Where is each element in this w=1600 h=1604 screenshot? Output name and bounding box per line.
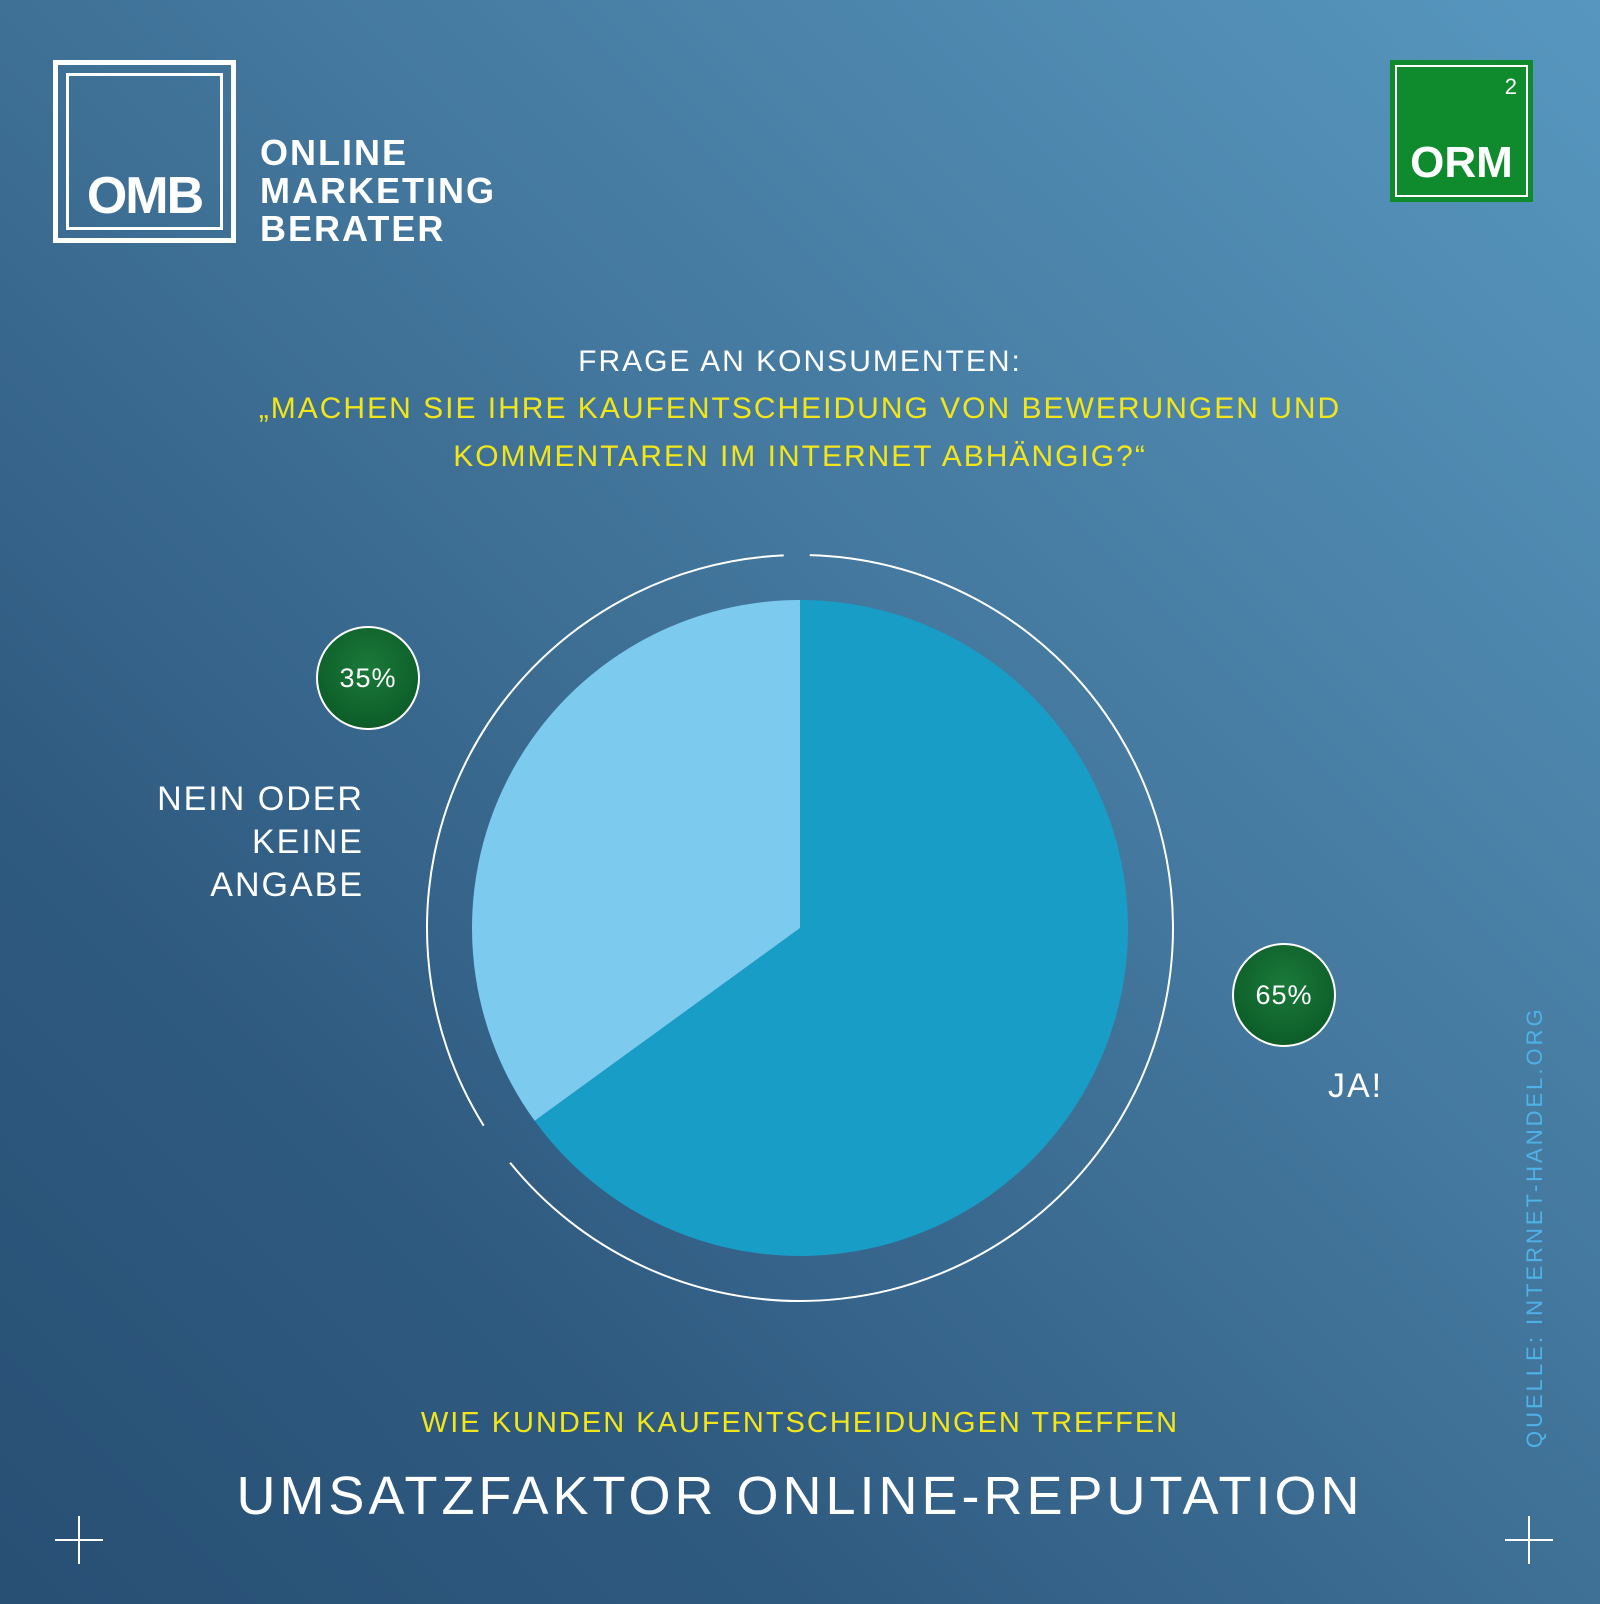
yes-slice-label: JA! bbox=[1328, 1067, 1384, 1105]
no-label-line-1: NEIN ODER bbox=[157, 780, 364, 818]
omb-name-line-3: BERATER bbox=[260, 208, 446, 249]
no-percent-badge: 35% bbox=[316, 626, 420, 730]
pie-outer-ring bbox=[426, 554, 1174, 1302]
chart-subtitle: WIE KUNDEN KAUFENTSCHEIDUNGEN TREFFEN bbox=[420, 1407, 1180, 1439]
omb-logo-text: OMB bbox=[86, 167, 204, 225]
source-note: QUELLE: INTERNET-HANDEL.ORG bbox=[1522, 1006, 1547, 1448]
omb-name-line-2: MARKETING bbox=[260, 170, 496, 211]
no-label-line-2: KEINE bbox=[251, 823, 364, 861]
orm-logo-frame bbox=[1395, 65, 1528, 197]
pie-slice-no bbox=[472, 600, 800, 1121]
question-label: FRAGE AN KONSUMENTEN: bbox=[578, 345, 1022, 378]
corner-plus-icon-right bbox=[1505, 1516, 1553, 1564]
pie-ring-arc-1 bbox=[509, 554, 1174, 1302]
question-line-2: KOMMENTAREN IM INTERNET ABHÄNGIG?“ bbox=[453, 440, 1147, 473]
orm-logo-text: ORM bbox=[1410, 138, 1513, 187]
omb-company-name: ONLINE MARKETING BERATER bbox=[260, 134, 496, 248]
orm-logo: 2 ORM bbox=[1390, 60, 1533, 202]
pie-ring-arc-2 bbox=[426, 554, 784, 1127]
yes-percent-badge: 65% bbox=[1232, 943, 1336, 1047]
question-line-1: „MACHEN SIE IHRE KAUFENTSCHEIDUNG VON BE… bbox=[258, 392, 1342, 425]
orm-logo-superscript: 2 bbox=[1504, 74, 1517, 99]
no-slice-label: NEIN ODER KEINE ANGABE bbox=[157, 778, 364, 907]
pie-slices bbox=[472, 600, 1128, 1256]
omb-logo: OMB bbox=[53, 60, 236, 243]
pie-slice-yes bbox=[534, 600, 1128, 1256]
chart-title: UMSATZFAKTOR ONLINE-REPUTATION bbox=[236, 1466, 1364, 1526]
no-label-line-3: ANGABE bbox=[210, 866, 364, 904]
omb-name-line-1: ONLINE bbox=[260, 132, 409, 173]
corner-plus-icon-left bbox=[55, 1516, 103, 1564]
omb-logo-inner-frame bbox=[66, 73, 223, 230]
